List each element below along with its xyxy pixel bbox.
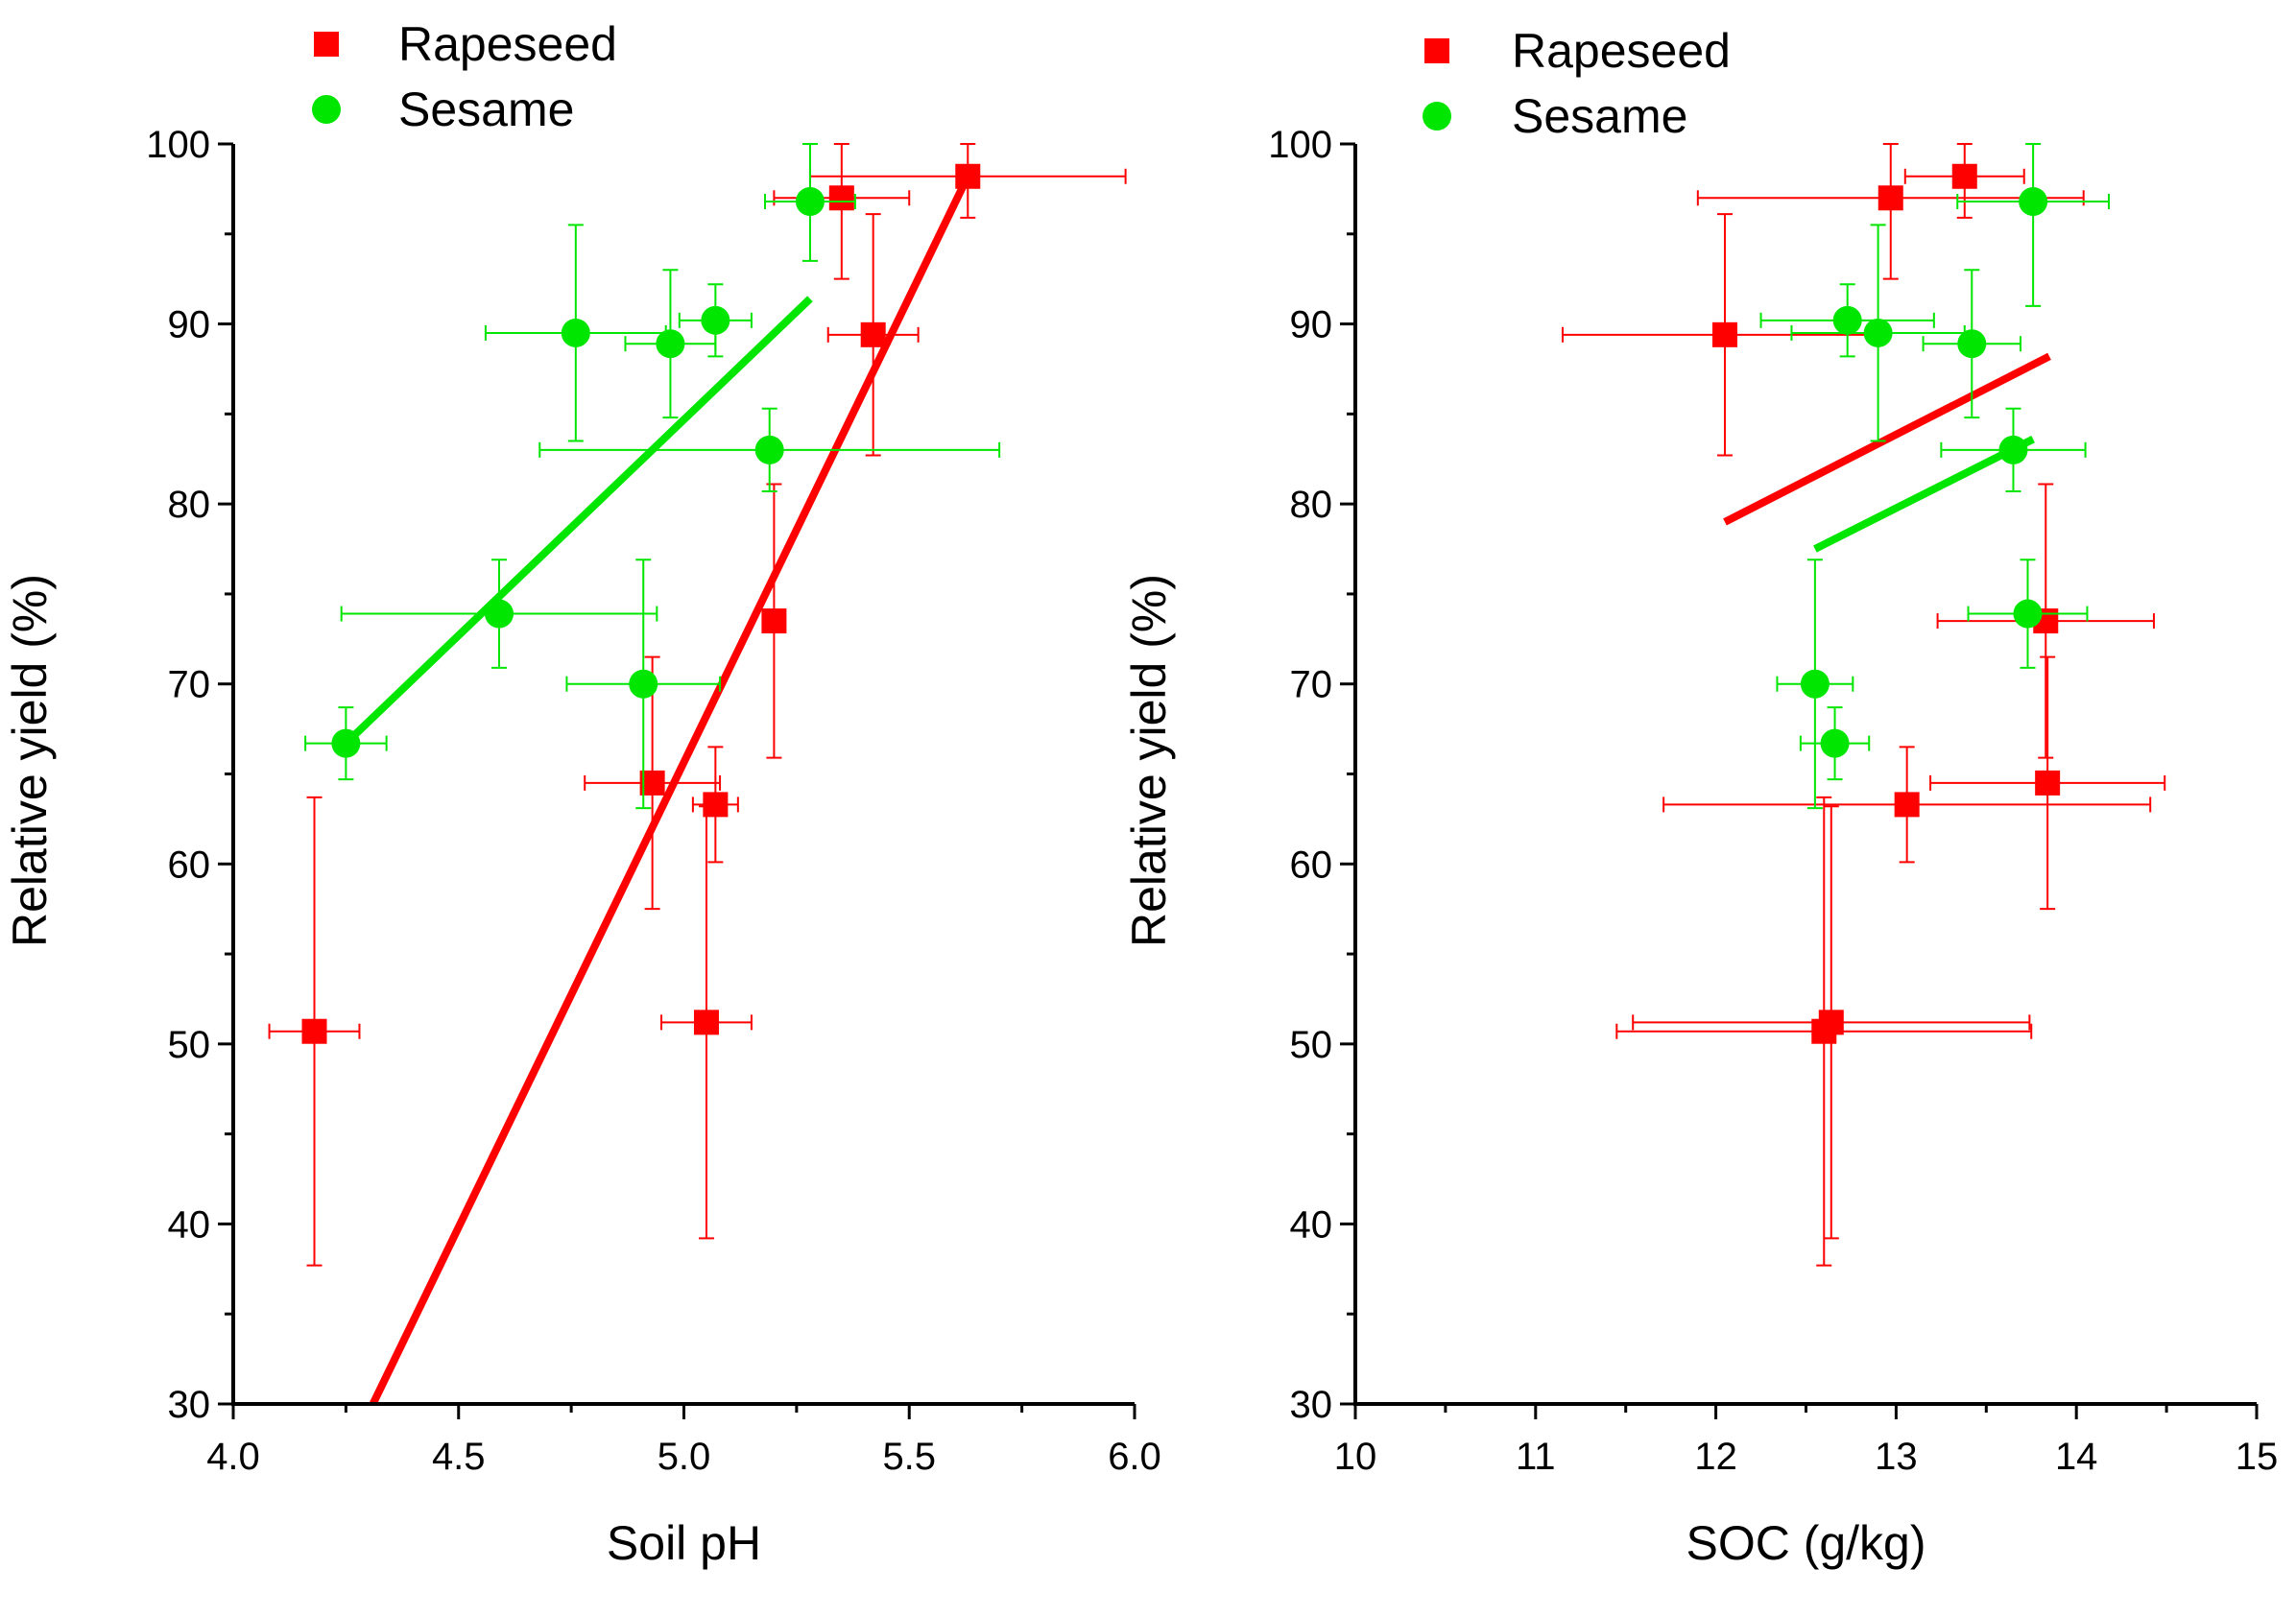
- data-point-rapeseed: [1818, 1010, 1844, 1035]
- legend: Rapeseed Sesame: [1423, 24, 1731, 143]
- fit-line-rapeseed: [1723, 352, 2051, 526]
- y-tick-label: 40: [1290, 1203, 1333, 1246]
- panel-soc: 30 40 50 60 70 80 90 100 10 11 12 13 14 15 SOC (g/kg) R…: [1122, 24, 2278, 1570]
- y-tick-label: 50: [1290, 1024, 1333, 1066]
- data-point-rapeseed: [1711, 321, 1737, 347]
- fit-line-sesame: [343, 296, 813, 747]
- series-sesame: [304, 143, 1001, 810]
- data-point-sesame: [561, 318, 590, 347]
- data-point-sesame: [701, 305, 730, 335]
- y-axis-title: Relative yield (%): [1122, 574, 1176, 947]
- x-tick-label: 11: [1516, 1436, 1556, 1478]
- x-tick-label: 5.5: [882, 1436, 936, 1478]
- y-tick-label: 90: [1290, 304, 1333, 346]
- data-point-sesame: [1800, 669, 1830, 699]
- y-tick-label: 100: [1268, 124, 1332, 166]
- x-tick-label: 15: [2236, 1436, 2279, 1478]
- data-point-rapeseed: [761, 608, 787, 634]
- legend-marker-sesame: [312, 95, 341, 124]
- y-tick-label: 30: [1290, 1384, 1333, 1426]
- x-tick-label: 13: [1875, 1436, 1918, 1478]
- y-tick-label: 60: [168, 844, 211, 886]
- data-point-rapeseed: [301, 1018, 327, 1044]
- data-point-sesame: [1832, 305, 1862, 335]
- data-point-rapeseed: [1877, 185, 1903, 211]
- y-tick-label: 90: [168, 304, 211, 346]
- y-tick-label: 70: [1290, 664, 1333, 706]
- data-point-sesame: [1957, 329, 1987, 359]
- data-point-sesame: [795, 187, 825, 217]
- data-point-sesame: [2019, 187, 2048, 217]
- y-tick-label: 40: [168, 1203, 211, 1246]
- data-point-sesame: [2013, 599, 2043, 629]
- x-axis-title: SOC (g/kg): [1686, 1516, 1925, 1570]
- legend-label-sesame: Sesame: [1512, 89, 1687, 143]
- legend-label-sesame: Sesame: [398, 83, 574, 136]
- data-point-sesame: [1820, 728, 1850, 758]
- data-point-rapeseed: [1951, 163, 1977, 189]
- fit-line-sesame: [1813, 436, 2035, 553]
- legend-label-rapeseed: Rapeseed: [1512, 24, 1731, 78]
- series-rapeseed: [268, 143, 1127, 1406]
- x-tick-label: 4.5: [432, 1436, 486, 1478]
- y-tick-label: 100: [146, 124, 210, 166]
- x-tick-label: 4.0: [206, 1436, 260, 1478]
- x-tick-label: 10: [1334, 1436, 1377, 1478]
- data-point-sesame: [331, 728, 361, 758]
- legend-marker-rapeseed: [314, 32, 339, 57]
- legend-label-rapeseed: Rapeseed: [398, 17, 617, 71]
- data-point-rapeseed: [828, 185, 854, 211]
- y-tick-label: 80: [1290, 484, 1333, 526]
- legend-marker-sesame: [1423, 102, 1451, 131]
- data-point-rapeseed: [703, 792, 729, 818]
- series-sesame: [1759, 143, 2111, 810]
- data-point-rapeseed: [2035, 770, 2061, 796]
- series-rapeseed: [1561, 143, 2166, 1267]
- data-point-rapeseed: [955, 163, 981, 189]
- x-tick-label: 14: [2055, 1436, 2098, 1478]
- y-tick-label: 70: [168, 664, 211, 706]
- y-tick-label: 50: [168, 1024, 211, 1066]
- data-point-rapeseed: [860, 321, 886, 347]
- data-point-rapeseed: [693, 1010, 719, 1035]
- data-point-sesame: [629, 669, 658, 699]
- legend: Rapeseed Sesame: [312, 17, 617, 136]
- panel-soil-ph: 30 40 50 60 70 80 90 100 4.0 4.5 5.0 5.5 6.0 Soil pH R…: [3, 17, 1161, 1570]
- data-point-sesame: [754, 435, 784, 464]
- data-point-sesame: [485, 599, 514, 629]
- y-axis-title: Relative yield (%): [3, 574, 57, 947]
- y-tick-label: 80: [168, 484, 211, 526]
- data-point-sesame: [1998, 435, 2028, 464]
- x-tick-label: 12: [1694, 1436, 1737, 1478]
- fit-line-rapeseed: [369, 175, 971, 1406]
- data-point-sesame: [1863, 318, 1893, 347]
- data-point-sesame: [656, 329, 685, 359]
- x-axis-title: Soil pH: [607, 1516, 761, 1570]
- y-tick-label: 60: [1290, 844, 1333, 886]
- x-tick-label: 6.0: [1108, 1436, 1161, 1478]
- x-tick-label: 5.0: [658, 1436, 711, 1478]
- legend-marker-rapeseed: [1424, 38, 1449, 63]
- data-point-rapeseed: [1894, 792, 1920, 818]
- y-tick-label: 30: [168, 1384, 211, 1426]
